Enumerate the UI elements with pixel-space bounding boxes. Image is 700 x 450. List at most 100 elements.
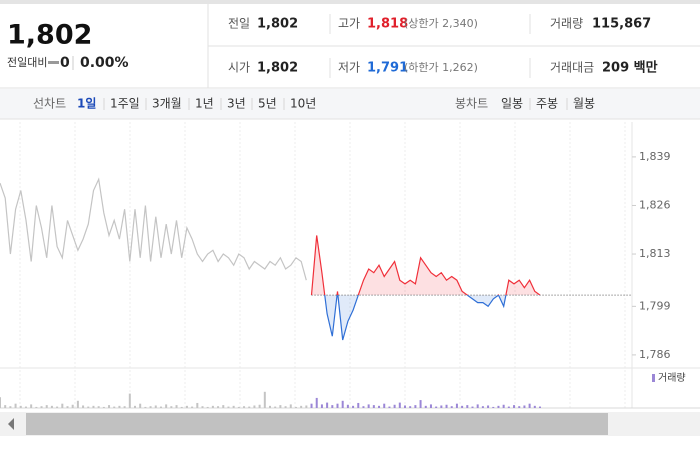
volume-bar: [284, 406, 287, 408]
volume-bar: [113, 406, 116, 408]
volume-bar: [331, 405, 334, 408]
volume-bar: [466, 405, 469, 408]
volume-bar: [175, 405, 178, 408]
volume-bar: [19, 405, 22, 408]
volume-bar: [149, 406, 152, 408]
volume-bar: [0, 397, 1, 408]
volume-bar: [61, 403, 64, 408]
candle-tab[interactable]: 일봉: [501, 97, 523, 111]
change: 0: [60, 55, 70, 71]
stat-value: 209 백만: [602, 60, 658, 76]
y-tick-label: 1,826: [639, 198, 671, 211]
volume-bar: [24, 406, 27, 408]
volume-bar: [56, 406, 59, 408]
volume-bar: [279, 405, 282, 408]
tab-bar: [0, 89, 700, 119]
tab-group-label: 봉차트: [455, 97, 488, 111]
stat-value: 1,802: [257, 17, 298, 32]
volume-bar: [310, 403, 313, 408]
volume-bar: [134, 405, 136, 408]
volume-bar: [352, 405, 355, 408]
volume-bar: [476, 404, 479, 408]
y-tick-label: 1,786: [639, 348, 671, 361]
period-tab[interactable]: 3년: [227, 97, 246, 111]
stat-value: 1,802: [257, 61, 298, 76]
volume-bar: [30, 404, 33, 408]
price: 1,802: [7, 20, 92, 51]
volume-bar: [404, 405, 406, 408]
volume-bar: [523, 405, 526, 408]
limit: (상한가 2,340): [404, 17, 478, 30]
volume-bar: [497, 405, 500, 408]
volume-bar: [326, 402, 329, 408]
y-tick-label: 1,799: [639, 299, 671, 312]
volume-bar: [492, 406, 495, 408]
stat-label: 시가: [228, 61, 250, 75]
scroll-thumb[interactable]: [26, 413, 608, 435]
volume-bar: [305, 405, 308, 408]
volume-bar: [248, 406, 251, 408]
volume-bar: [533, 405, 536, 408]
volume-bar: [180, 406, 183, 408]
volume-bar: [154, 405, 157, 408]
volume-bar: [50, 405, 53, 408]
price-line: [0, 177, 307, 281]
volume-bar: [435, 406, 438, 408]
volume-bar: [227, 406, 230, 408]
limit: (하한가 1,262): [404, 60, 478, 74]
period-tab[interactable]: 1년: [195, 97, 214, 111]
volume-bar: [362, 406, 365, 408]
period-tab[interactable]: 3개월: [152, 97, 182, 111]
candle-tab[interactable]: 주봉: [536, 97, 558, 111]
candle-tab[interactable]: 월봉: [573, 97, 595, 111]
period-tab[interactable]: 1일: [77, 97, 96, 111]
volume-bar: [429, 404, 432, 408]
tab-group-label: 선차트: [33, 97, 66, 111]
volume-bar: [346, 404, 349, 408]
volume-bar: [118, 405, 121, 408]
stat-value: 115,867: [592, 17, 651, 32]
area-down: [324, 295, 506, 340]
volume-bar: [232, 405, 235, 408]
volume-bar: [66, 406, 69, 408]
volume-bar: [92, 405, 95, 408]
scroll-left[interactable]: [8, 418, 14, 430]
volume-bar: [481, 406, 484, 408]
volume-bar: [40, 406, 43, 408]
volume-bar: [336, 403, 339, 408]
stat-label: 저가: [338, 61, 360, 75]
volume-bar: [378, 405, 381, 408]
volume-bar: [367, 404, 370, 408]
stat-label: 거래량: [550, 17, 583, 31]
y-tick-label: 1,813: [639, 247, 671, 260]
period-tab[interactable]: 1주일: [110, 97, 140, 111]
volume-bar: [372, 405, 375, 408]
volume-bar: [424, 405, 427, 408]
volume-bar: [222, 405, 225, 408]
volume-bar: [341, 400, 344, 408]
volume-bar: [144, 406, 147, 408]
volume-bar: [128, 393, 131, 408]
volume-bar: [217, 406, 220, 408]
volume-bar: [445, 404, 448, 408]
volume-bar: [45, 405, 48, 408]
period-tab[interactable]: 10년: [290, 97, 316, 111]
volume-bar: [35, 406, 38, 408]
volume-bar: [243, 406, 246, 408]
stat-label: 고가: [338, 17, 360, 31]
volume-bar: [159, 406, 162, 408]
volume-bar: [513, 405, 516, 408]
period-tab[interactable]: 5년: [258, 97, 277, 111]
volume-bar: [471, 406, 474, 408]
volume-bar: [196, 402, 199, 408]
volume-bar: [9, 406, 12, 408]
volume-bar: [237, 406, 240, 408]
volume-bar: [14, 403, 17, 408]
volume-bar: [170, 406, 173, 408]
volume-bar: [258, 404, 261, 408]
volume-bar: [294, 406, 297, 408]
y-tick-label: 1,839: [639, 150, 671, 163]
volume-bar: [123, 406, 126, 408]
volume-bar: [419, 400, 422, 408]
